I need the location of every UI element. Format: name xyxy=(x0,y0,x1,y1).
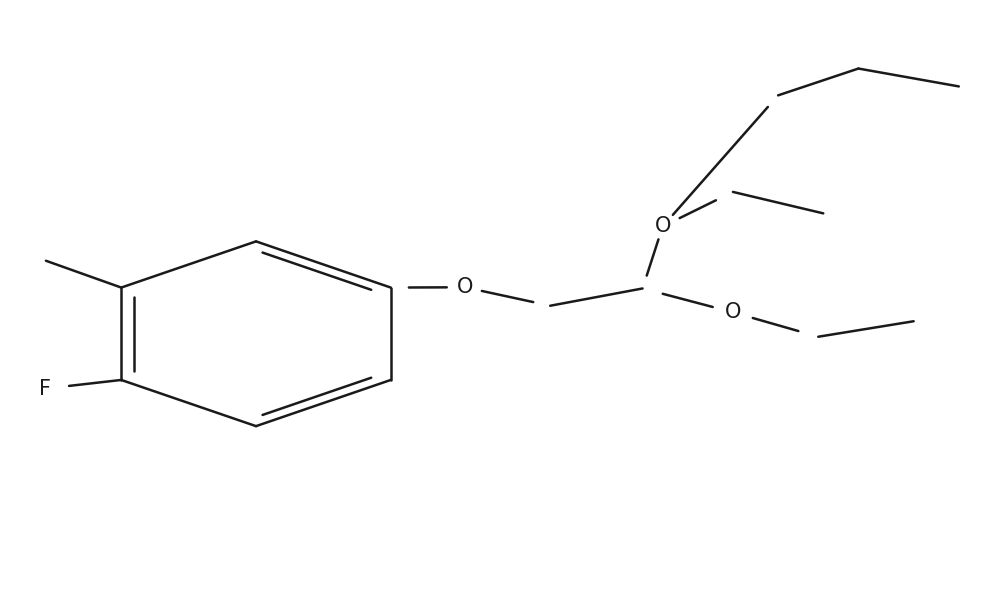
Text: O: O xyxy=(724,302,740,322)
Text: O: O xyxy=(654,216,670,237)
Text: O: O xyxy=(456,277,472,297)
Text: F: F xyxy=(39,379,51,399)
